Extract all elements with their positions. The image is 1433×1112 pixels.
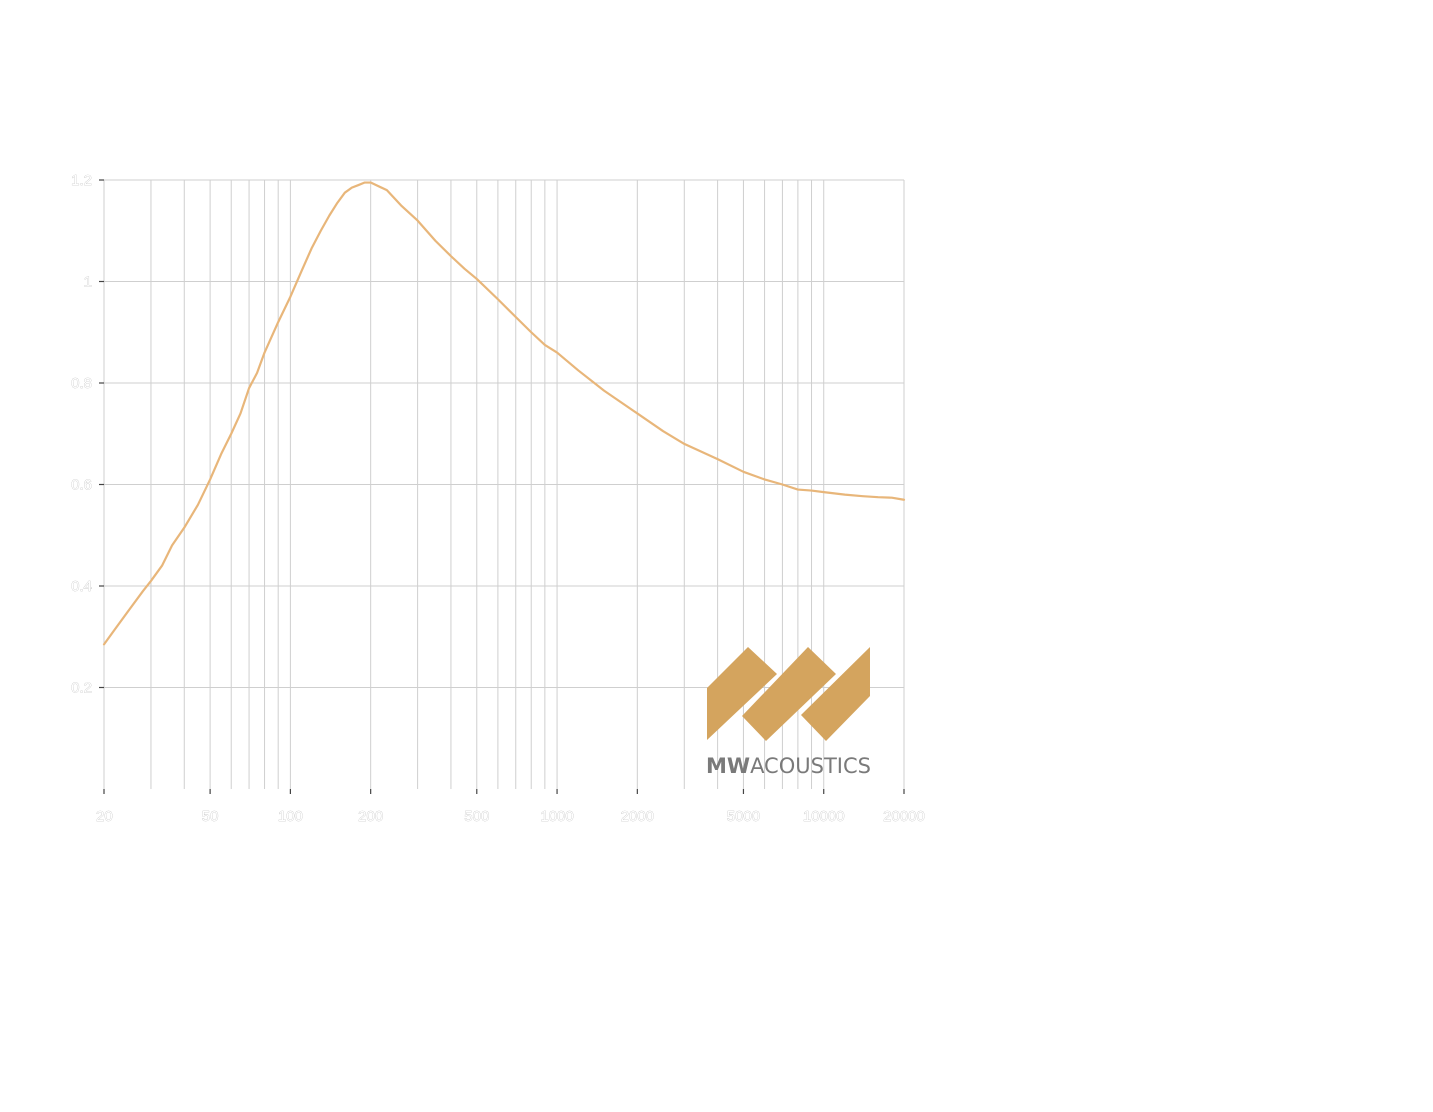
x-tick-label: 2000 bbox=[621, 808, 654, 825]
y-tick-label: 0.6 bbox=[71, 477, 92, 494]
series-line bbox=[102, 181, 906, 646]
series-group bbox=[102, 181, 906, 646]
logo-wordmark: MWACOUSTICS bbox=[706, 754, 871, 778]
y-tick-label: 0.4 bbox=[71, 578, 92, 595]
y-tick-label: 1.2 bbox=[71, 172, 92, 189]
x-tick-label: 20000 bbox=[883, 808, 925, 825]
x-tick-label: 5000 bbox=[727, 808, 760, 825]
logo-mark-shape-1 bbox=[707, 647, 777, 740]
logo-mark bbox=[707, 647, 870, 741]
x-tick-label: 10000 bbox=[803, 808, 845, 825]
y-tick-labels: 0.2 0.4 0.6 0.8 1 1.2 bbox=[71, 172, 92, 697]
x-tick-label: 100 bbox=[278, 808, 303, 825]
mw-acoustics-logo: MWACOUSTICS bbox=[706, 647, 871, 778]
logo-mark-shape-3 bbox=[801, 647, 870, 741]
x-tick-label: 500 bbox=[464, 808, 489, 825]
x-tick-labels: 20 50 100 200 500 1000 2000 5000 10000 20000 bbox=[96, 808, 925, 826]
axis-ticks bbox=[99, 179, 905, 794]
logo-mark-shape-2 bbox=[742, 647, 836, 741]
y-tick-label: 0.8 bbox=[71, 375, 92, 392]
logo-text-light: ACOUSTICS bbox=[750, 754, 871, 778]
y-gridlines bbox=[104, 179, 904, 688]
y-tick-label: 0.2 bbox=[71, 680, 92, 697]
y-tick-label: 1 bbox=[84, 274, 92, 291]
x-tick-label: 50 bbox=[202, 808, 219, 825]
x-tick-label: 20 bbox=[96, 808, 113, 825]
logo-text-bold: MW bbox=[706, 754, 750, 778]
x-tick-label: 1000 bbox=[540, 808, 573, 825]
x-tick-label: 200 bbox=[358, 808, 383, 825]
